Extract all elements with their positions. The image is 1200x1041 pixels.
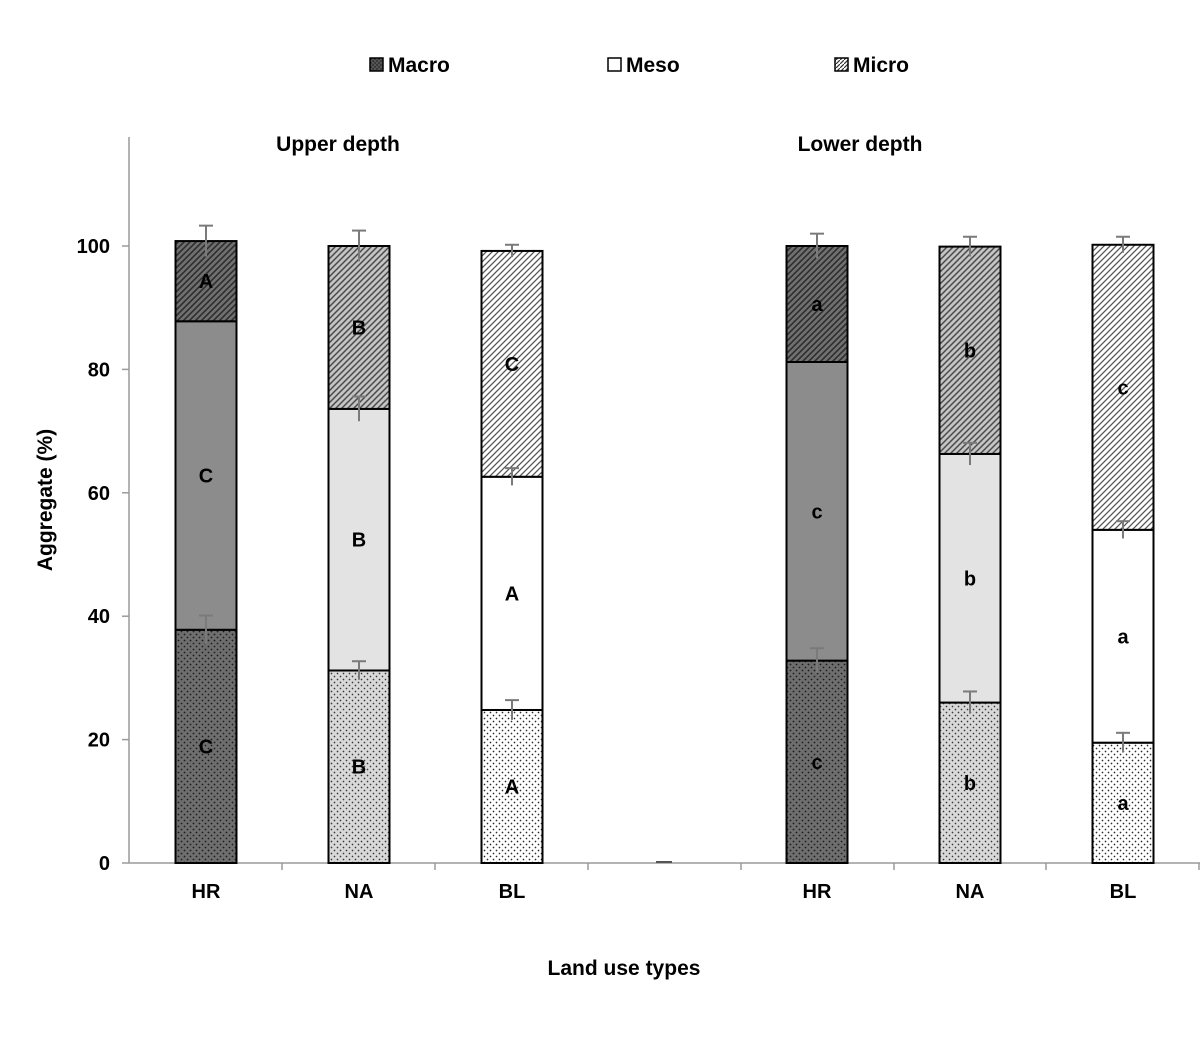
- bar-segment-micro: [174, 240, 238, 323]
- y-tick-label: 100: [77, 236, 110, 258]
- bars: C C A B B B A A Cc c a b b b a a c: [174, 224, 1155, 865]
- segment-letter-meso: C: [199, 466, 213, 488]
- y-tick-label: 80: [88, 359, 110, 381]
- x-tick-label-na: NA: [956, 881, 985, 903]
- bar-segment-meso: [327, 407, 391, 672]
- legend-label-meso: Meso: [626, 54, 680, 77]
- bar-segment-meso: [785, 360, 849, 662]
- segment-letter-macro: c: [811, 752, 822, 774]
- x-tick-marks: [281, 863, 1200, 870]
- segment-letter-micro: B: [352, 317, 366, 339]
- x-tick-label-bl: BL: [499, 881, 526, 903]
- legend-entry-micro: Micro: [834, 54, 909, 77]
- segment-letter-macro: A: [505, 776, 519, 798]
- legend-label-micro: Micro: [853, 54, 909, 77]
- bar-segment-macro: [785, 659, 849, 865]
- stacked-bar-hr-upper: C C A: [174, 224, 238, 864]
- segment-letter-micro: c: [1117, 377, 1128, 399]
- bar-segment-meso: [938, 452, 1002, 704]
- legend-swatch-meso: [607, 57, 622, 72]
- segment-letter-meso: c: [811, 501, 822, 523]
- legend-swatch-macro: [369, 57, 384, 72]
- segment-letter-micro: C: [505, 354, 519, 376]
- stacked-bar-bl-upper: A A C: [480, 243, 544, 865]
- y-tick-label: 0: [99, 853, 110, 875]
- segment-letter-meso: b: [964, 568, 976, 590]
- segment-letter-micro: b: [964, 340, 976, 362]
- segment-letter-macro: B: [352, 757, 366, 779]
- stacked-bar-na-lower: b b b: [938, 235, 1002, 865]
- x-tick-label-na: NA: [345, 881, 374, 903]
- segment-letter-meso: A: [505, 583, 519, 605]
- bar-segment-macro: [327, 669, 391, 864]
- stacked-bar-hr-lower: c c a: [785, 232, 849, 865]
- y-ticks: 0 20 40 60 80 100: [77, 236, 129, 875]
- segment-letter-meso: a: [1117, 626, 1129, 648]
- y-axis-label: Aggregate (%): [34, 429, 57, 571]
- x-tick-label-hr: HR: [192, 881, 221, 903]
- segment-letter-meso: B: [352, 530, 366, 552]
- stacked-bar-na-upper: B B B: [327, 229, 391, 864]
- legend-entry-meso: Meso: [607, 54, 680, 77]
- segment-letter-micro: A: [199, 271, 213, 293]
- legend-swatch-micro: [834, 57, 849, 72]
- bar-segment-meso: [1091, 528, 1155, 744]
- segment-letter-macro: a: [1117, 793, 1129, 815]
- group-title-lower: Lower depth: [798, 133, 923, 156]
- bar-segment-macro: [174, 628, 238, 864]
- x-tick-labels: HR NA BL HR NA BL: [192, 881, 1137, 903]
- y-tick-label: 20: [88, 730, 110, 752]
- segment-letter-micro: a: [811, 294, 823, 316]
- stacked-bar-bl-lower: a a c: [1091, 235, 1155, 864]
- legend: Macro Meso Micro: [369, 54, 909, 77]
- segment-letter-macro: b: [964, 773, 976, 795]
- y-tick-label: 40: [88, 606, 110, 628]
- legend-entry-macro: Macro: [369, 54, 450, 77]
- legend-label-macro: Macro: [388, 54, 450, 77]
- x-axis-label: Land use types: [548, 957, 701, 980]
- x-tick-label-hr: HR: [803, 881, 832, 903]
- segment-letter-macro: C: [199, 736, 213, 758]
- y-tick-label: 60: [88, 483, 110, 505]
- group-title-upper: Upper depth: [276, 133, 400, 156]
- bar-segment-macro: [480, 708, 544, 865]
- x-tick-label-bl: BL: [1110, 881, 1137, 903]
